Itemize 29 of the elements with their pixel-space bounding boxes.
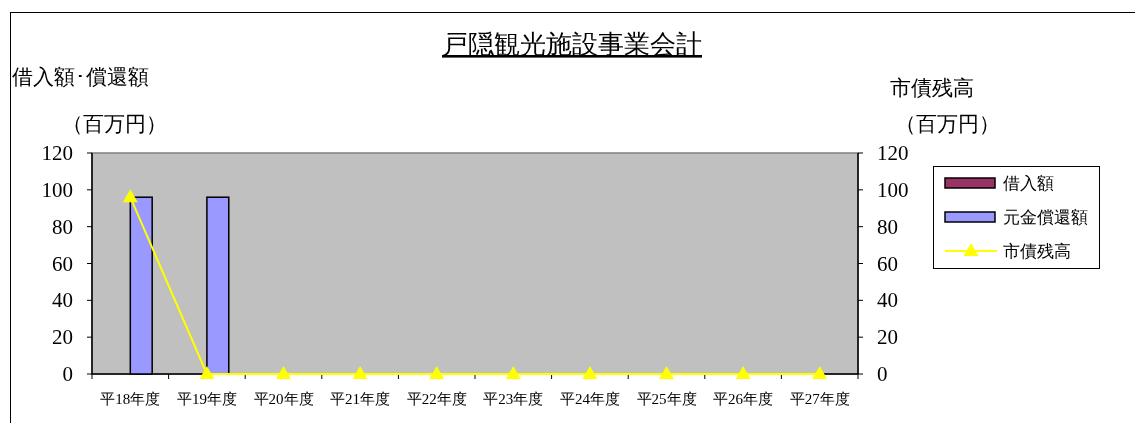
- y-tick-label: 120: [41, 141, 73, 165]
- x-tick-label: 平27年度: [789, 391, 850, 407]
- legend-label: 元金償還額: [1003, 208, 1088, 227]
- y2-tick-label: 80: [877, 214, 898, 239]
- y2-tick-label: 100: [877, 177, 909, 202]
- y-tick-label: 40: [52, 288, 73, 313]
- y2-axis-title: 市債残高（百万円）: [890, 76, 1000, 136]
- legend-label: 市債残高: [1003, 242, 1071, 261]
- y2-tick-label: 60: [877, 251, 898, 276]
- y2-tick-label: 40: [877, 288, 898, 313]
- y2-tick-label: 20: [877, 325, 898, 350]
- x-tick-label: 平25年度: [636, 391, 697, 407]
- legend-label: 借入額: [1003, 174, 1054, 193]
- x-tick-label: 平18年度: [100, 391, 161, 407]
- y-tick-label: 60: [52, 251, 73, 276]
- y-tick-label: 0: [62, 362, 73, 386]
- x-tick-label: 平21年度: [330, 391, 391, 407]
- x-tick-label: 平26年度: [713, 391, 774, 407]
- x-tick-label: 平23年度: [483, 391, 544, 407]
- y-tick-label: 20: [52, 325, 73, 350]
- y-tick-label: 100: [41, 177, 73, 202]
- y2-tick-label: 0: [877, 362, 888, 386]
- x-tick-label: 平19年度: [176, 391, 237, 407]
- y-axis-title: 借入額･償還額（百万円）: [12, 65, 167, 136]
- x-tick-label: 平22年度: [406, 391, 467, 407]
- y-tick-label: 80: [52, 214, 73, 239]
- x-tick-label: 平24年度: [559, 391, 620, 407]
- y2-tick-label: 120: [877, 141, 909, 165]
- x-tick-label: 平20年度: [253, 391, 314, 407]
